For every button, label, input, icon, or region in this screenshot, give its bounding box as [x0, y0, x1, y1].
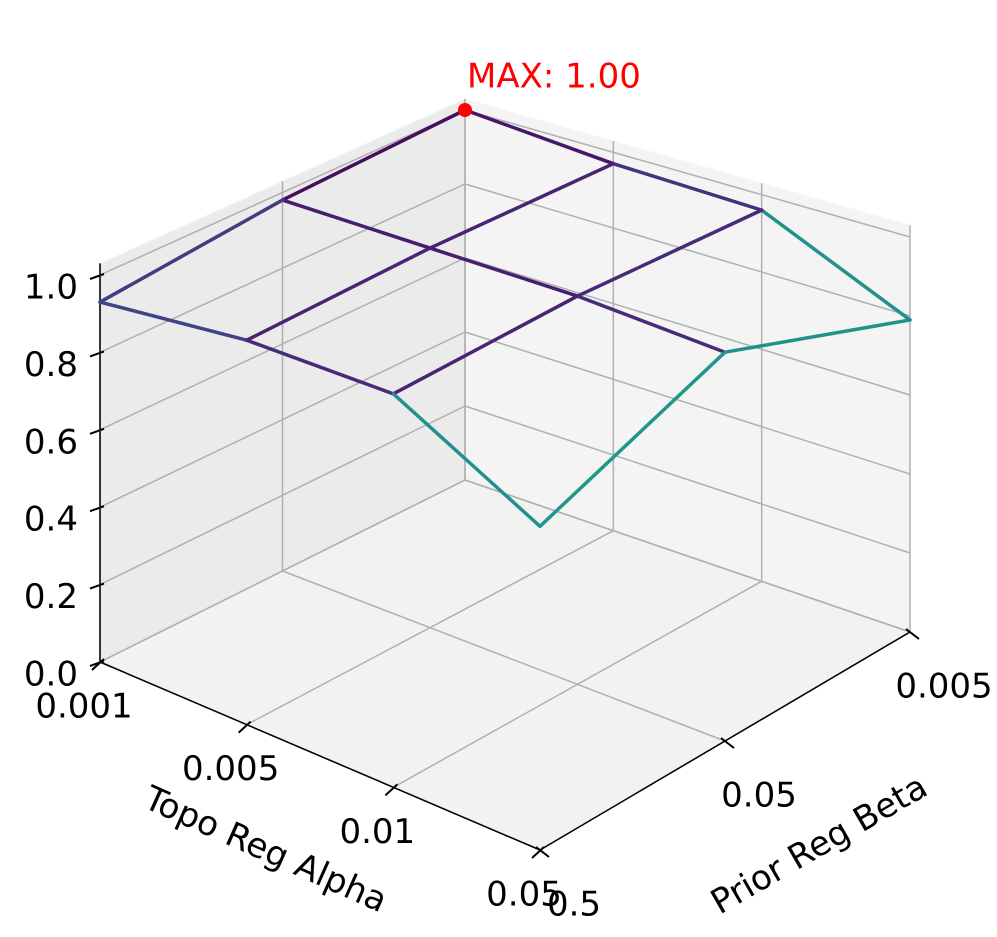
grid-line: [464, 109, 911, 238]
wire-segment: [428, 246, 580, 298]
grid-line: [282, 570, 726, 742]
z-tick: [89, 582, 105, 590]
grid-line: [464, 331, 911, 475]
wire-segment: [391, 392, 542, 529]
wire-segment: [463, 108, 616, 166]
wire-segment: [575, 208, 764, 298]
z-tick-label: 0.8: [24, 345, 78, 385]
y-tick: [720, 737, 735, 749]
z-tick: [89, 427, 105, 435]
axis-line: [99, 661, 541, 851]
y-tick-label: 0.5: [547, 885, 601, 925]
max-marker: [458, 103, 472, 117]
x-tick: [237, 720, 252, 734]
y-tick-label: 0.005: [895, 667, 992, 707]
wire-segment: [244, 338, 396, 396]
wire-segment: [280, 108, 467, 202]
z-tick: [89, 505, 105, 513]
x-tick-label: 0.05: [486, 875, 562, 915]
axis-line: [539, 631, 911, 851]
wire-segment: [538, 350, 727, 529]
z-tick-label: 0.4: [24, 500, 78, 540]
x-tick-label: 0.01: [339, 812, 415, 852]
wire-segment: [280, 198, 432, 250]
grid-line: [464, 183, 911, 317]
wire-segment: [723, 318, 912, 354]
z-tick-label: 1.0: [24, 268, 78, 308]
grid-line: [464, 257, 911, 396]
wire-segment: [428, 161, 616, 250]
z-tick-label: 0.2: [24, 577, 78, 617]
wire-segment: [759, 208, 912, 322]
wire-segment: [575, 294, 727, 354]
x-tick: [91, 658, 105, 671]
z-tick-label: 0.6: [24, 422, 78, 462]
z-tick-label: 0.0: [24, 655, 78, 695]
x-tick: [384, 783, 399, 797]
wire-segment: [98, 300, 249, 342]
x-tick-label: 0.005: [182, 749, 279, 789]
z-tick: [89, 350, 105, 358]
grid-line: [464, 405, 911, 554]
max-annotation: MAX: 1.00: [467, 57, 641, 97]
wire-segment: [611, 161, 764, 212]
y-tick-label: 0.05: [721, 776, 797, 816]
wire-segment: [244, 246, 432, 342]
z-tick: [89, 273, 105, 280]
wire-segment: [98, 198, 285, 304]
wire-segment: [391, 294, 580, 396]
grid-line: [464, 479, 911, 633]
y-tick: [905, 628, 920, 640]
x-tick-label: 0.001: [35, 687, 132, 727]
